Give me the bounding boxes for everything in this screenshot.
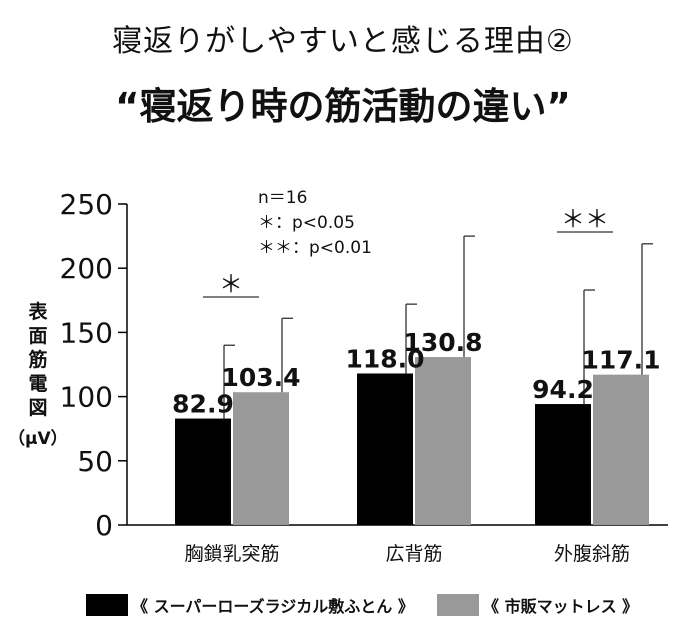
chart-title: “寝返り時の筋活動の違い” (115, 85, 571, 128)
bar (357, 373, 413, 525)
bar-value-label: 118.0 (345, 344, 424, 373)
error-bars (223, 235, 653, 419)
y-tick-label: 50 (77, 445, 113, 478)
y-axis-label: 表面筋電図 (28, 300, 48, 419)
bar (233, 392, 289, 525)
legend-swatch-black (86, 594, 128, 616)
significance-mark: ＊＊ (561, 205, 609, 233)
y-tick-label: 250 (60, 188, 113, 221)
y-axis-unit: （μV） (8, 428, 68, 449)
annotation-p005: ＊：p<0.05 (258, 213, 355, 233)
bar (175, 418, 231, 525)
bars (175, 357, 649, 525)
legend-item-mattress: 《 市販マットレス 》 (437, 592, 638, 618)
y-ticks: 0 50 100 150 200 250 (60, 188, 127, 542)
significance-mark: ＊ (219, 270, 243, 298)
x-tick-label: 外腹斜筋 (554, 543, 630, 565)
y-axis-label-text: 表面筋電図 (28, 300, 48, 419)
bar-value-label: 130.8 (403, 328, 482, 357)
y-tick-label: 0 (95, 509, 113, 542)
stat-annotation: n＝16 ＊：p<0.05 ＊＊：p<0.01 (258, 188, 372, 258)
legend-label-mattress: 《 市販マットレス 》 (483, 597, 639, 616)
bar-value-label: 94.2 (532, 375, 594, 404)
y-tick-label: 100 (60, 381, 113, 414)
bar-value-label: 82.9 (172, 390, 234, 419)
legend-swatch-gray (437, 594, 479, 616)
bar (535, 404, 591, 525)
y-tick-label: 150 (60, 316, 113, 349)
chart-subtitle: 寝返りがしやすいと感じる理由② (112, 24, 574, 59)
y-tick-label: 200 (60, 252, 113, 285)
bar (593, 374, 649, 525)
bar-value-label: 117.1 (581, 346, 660, 375)
x-tick-labels: 胸鎖乳突筋 広背筋 外腹斜筋 (184, 543, 630, 565)
x-tick-label: 広背筋 (385, 543, 442, 565)
annotation-n: n＝16 (258, 188, 307, 208)
legend-label-futon: 《 スーパーローズラジカル敷ふとん 》 (132, 597, 414, 616)
legend-item-futon: 《 スーパーローズラジカル敷ふとん 》 (86, 592, 414, 618)
bar-value-label: 103.4 (221, 363, 300, 392)
significance-markers: ＊＊＊ (203, 205, 613, 298)
x-tick-label: 胸鎖乳突筋 (184, 543, 279, 565)
bar (415, 357, 471, 525)
annotation-p001: ＊＊：p<0.01 (258, 238, 372, 258)
